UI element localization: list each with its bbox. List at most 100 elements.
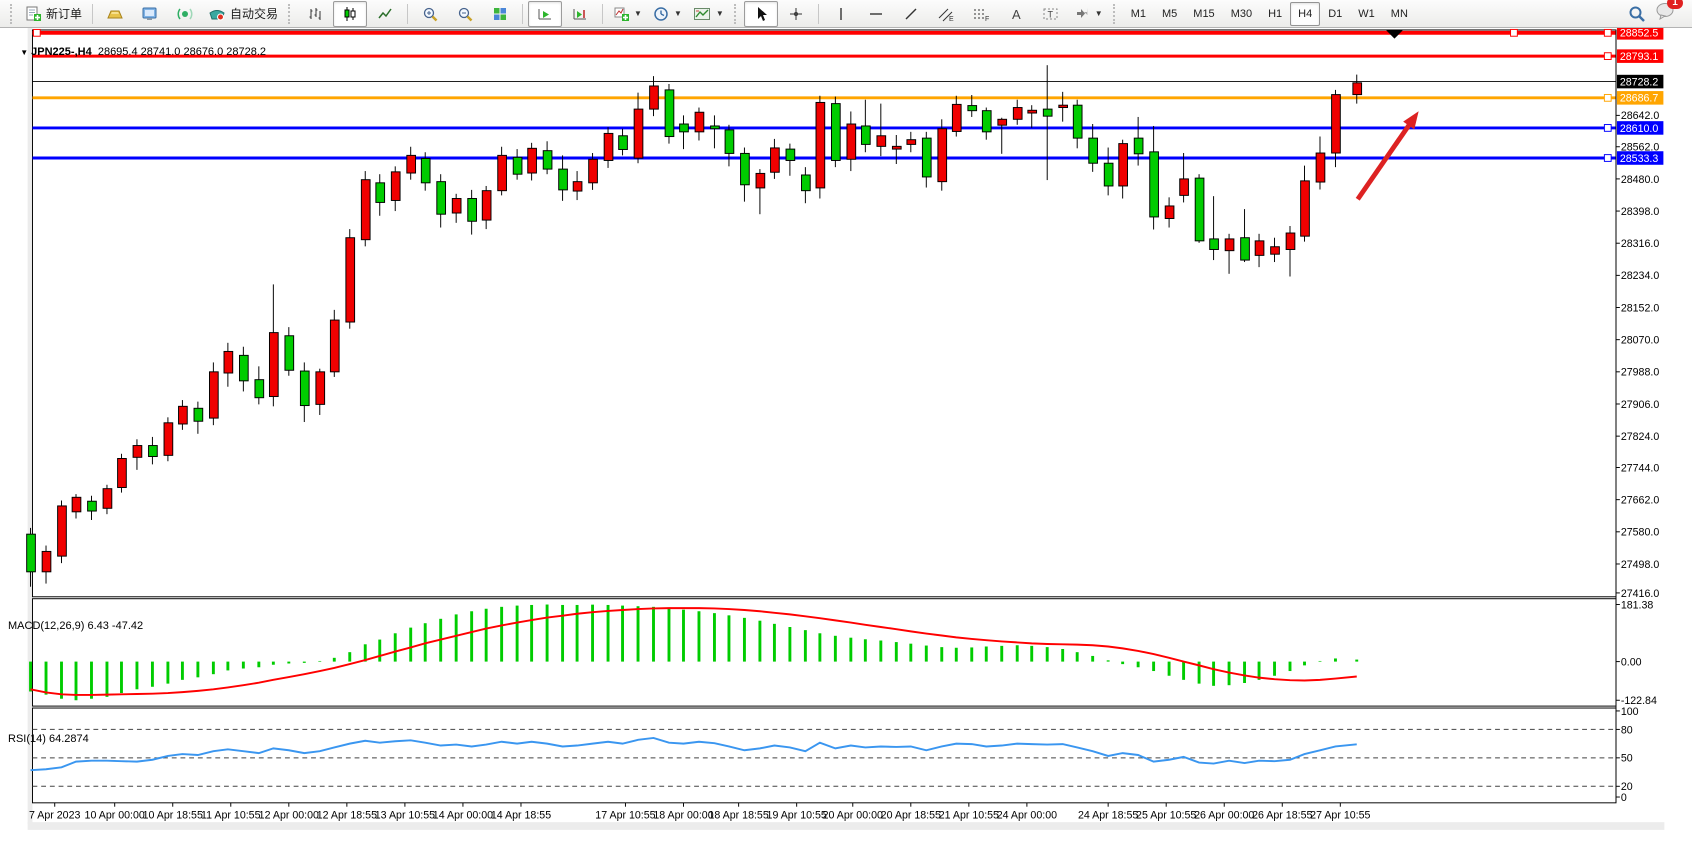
line-handle[interactable]	[32, 28, 41, 37]
chart-canvas[interactable]: 28642.0 28562.0 28480.0 28398.0 28316.0 28234…	[0, 26, 1692, 857]
time-axis-label[interactable]: 26 Apr 18:55	[1252, 809, 1312, 821]
time-axis-label[interactable]: 20 Apr 18:55	[881, 809, 941, 821]
trendline-button[interactable]	[894, 1, 928, 27]
annotation-arrow[interactable]	[1355, 117, 1416, 201]
signal-button[interactable]	[168, 1, 202, 27]
text-button[interactable]: A	[999, 1, 1033, 27]
left-gutter	[27, 28, 33, 825]
cursor-button[interactable]	[743, 0, 778, 27]
search-icon[interactable]	[1628, 5, 1646, 23]
text-label-button[interactable]: T	[1034, 1, 1068, 27]
toolbar-grip	[1112, 3, 1118, 24]
indicators-icon	[614, 7, 630, 21]
templates-button[interactable]: ▼	[688, 1, 729, 27]
main-toolbar: 新订单 自动交易	[0, 0, 1692, 28]
crosshair-button[interactable]	[779, 1, 813, 27]
fibonacci-icon: F	[973, 9, 989, 22]
text-label-icon: T	[1043, 8, 1058, 19]
timeframe-button-M30[interactable]: M30	[1230, 7, 1253, 20]
timeframe-button-M15[interactable]: M15	[1193, 7, 1215, 20]
svg-text:28562.0: 28562.0	[1621, 142, 1659, 154]
time-axis-label[interactable]: 10 Apr 18:55	[143, 809, 203, 821]
time-axis-label[interactable]: 12 Apr 18:55	[317, 809, 377, 821]
timeframe-button-D1[interactable]: D1	[1328, 7, 1343, 20]
tile-windows-button[interactable]	[483, 1, 517, 27]
svg-text:T: T	[1047, 9, 1053, 19]
time-axis-label[interactable]: 25 Apr 10:55	[1136, 809, 1196, 821]
chat-button[interactable]: 1	[1656, 0, 1683, 25]
macd-panel[interactable]	[31, 598, 1617, 707]
time-axis-label[interactable]: 26 Apr 00:00	[1194, 809, 1254, 821]
blue-monitor-button[interactable]	[133, 1, 167, 27]
time-axis-label[interactable]: 24 Apr 18:55	[1078, 809, 1138, 821]
svg-text:28852.5: 28852.5	[1620, 28, 1658, 40]
svg-text:100: 100	[1621, 706, 1639, 718]
time-axis-label[interactable]: 10 Apr 00:00	[85, 809, 145, 821]
candlestick-chart-button[interactable]	[333, 0, 368, 27]
trendline-icon	[905, 8, 917, 19]
timeframe-button-H1[interactable]: H1	[1268, 7, 1283, 20]
horizontal-line-icon	[869, 12, 882, 15]
arrows-icon	[1076, 7, 1088, 18]
symbol-dropdown-icon[interactable]: ▼	[20, 48, 29, 57]
periods-button[interactable]: ▼	[648, 1, 687, 27]
time-axis-label[interactable]: 14 Apr 00:00	[433, 809, 493, 821]
bar-chart-button[interactable]	[298, 1, 332, 27]
svg-text:-122.84: -122.84	[1621, 695, 1657, 707]
svg-text:28793.1: 28793.1	[1620, 51, 1658, 63]
bottom-strip	[27, 822, 1665, 830]
timeframe-button-MN[interactable]: MN	[1390, 7, 1408, 20]
time-axis-label[interactable]: 20 Apr 00:00	[823, 809, 883, 821]
arrows-button[interactable]: ▼	[1069, 1, 1108, 27]
time-axis-label[interactable]: 18 Apr 18:55	[708, 809, 768, 821]
new-order-button[interactable]: 新订单	[20, 1, 87, 27]
line-handle[interactable]	[1510, 28, 1518, 37]
chevron-down-icon: ▼	[1094, 9, 1103, 18]
chart-shift-button[interactable]	[563, 1, 597, 27]
time-axis-label[interactable]: 7 Apr 2023	[29, 809, 80, 821]
rsi-panel[interactable]	[31, 707, 1617, 804]
timeframe-button-M5[interactable]: M5	[1162, 7, 1178, 20]
vertical-line-button[interactable]	[824, 1, 858, 27]
time-axis-label[interactable]: 12 Apr 00:00	[259, 809, 319, 821]
templates-icon	[693, 7, 710, 20]
time-axis-label[interactable]: 27 Apr 10:55	[1310, 809, 1370, 821]
line-chart-button[interactable]	[368, 1, 402, 27]
toolbar-grip	[733, 3, 739, 24]
zoom-in-button[interactable]	[413, 1, 447, 27]
auto-scroll-button[interactable]	[528, 0, 563, 27]
svg-text:28234.0: 28234.0	[1621, 270, 1659, 282]
text-icon: A	[1012, 7, 1021, 22]
time-axis-label[interactable]: 24 Apr 00:00	[997, 809, 1057, 821]
svg-text:27744.0: 27744.0	[1621, 462, 1659, 474]
channel-icon: E	[938, 8, 954, 22]
time-axis-label[interactable]: 21 Apr 10:55	[939, 809, 999, 821]
timeframe-button-M1[interactable]: M1	[1130, 7, 1146, 20]
gold-ingot-button[interactable]	[98, 1, 132, 27]
timeframe-button-W1[interactable]: W1	[1358, 7, 1375, 20]
chart-shift-icon	[573, 8, 587, 19]
timeframe-group: M1 M5 M15 M30 H1 H4 D1 W1 MN	[1123, 1, 1416, 26]
time-axis-label[interactable]: 14 Apr 18:55	[491, 809, 551, 821]
channel-button[interactable]: E	[929, 1, 963, 27]
alert-marker-icon	[1385, 29, 1404, 39]
fibonacci-button[interactable]: F	[964, 1, 998, 27]
time-axis-label[interactable]: 18 Apr 00:00	[653, 809, 713, 821]
horizontal-line-button[interactable]	[859, 1, 893, 27]
time-axis-label[interactable]: 17 Apr 10:55	[595, 809, 655, 821]
indicators-button[interactable]: ▼	[608, 1, 647, 27]
zoom-out-button[interactable]	[448, 1, 482, 27]
svg-text:0.00: 0.00	[1621, 656, 1642, 668]
svg-text:27580.0: 27580.0	[1621, 527, 1659, 539]
tile-windows-icon	[494, 7, 507, 20]
timeframe-button-H4[interactable]: H4	[1290, 1, 1321, 26]
svg-text:27662.0: 27662.0	[1621, 495, 1659, 507]
time-axis-label[interactable]: 19 Apr 10:55	[767, 809, 827, 821]
chart-window[interactable]: 28642.0 28562.0 28480.0 28398.0 28316.0 28234…	[0, 26, 1692, 857]
toolbar-separator	[602, 3, 604, 24]
autotrading-button[interactable]: 自动交易	[203, 1, 283, 27]
zoom-in-icon	[423, 7, 437, 21]
time-axis-label[interactable]: 11 Apr 10:55	[201, 809, 261, 821]
time-axis-label[interactable]: 13 Apr 10:55	[375, 809, 435, 821]
